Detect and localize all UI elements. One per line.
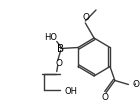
Text: HO: HO	[44, 33, 57, 42]
Text: OH: OH	[65, 87, 78, 96]
Text: O: O	[132, 80, 139, 89]
Text: B: B	[57, 44, 64, 54]
Text: O: O	[83, 14, 90, 23]
Text: O: O	[55, 59, 62, 68]
Text: O: O	[102, 93, 109, 102]
